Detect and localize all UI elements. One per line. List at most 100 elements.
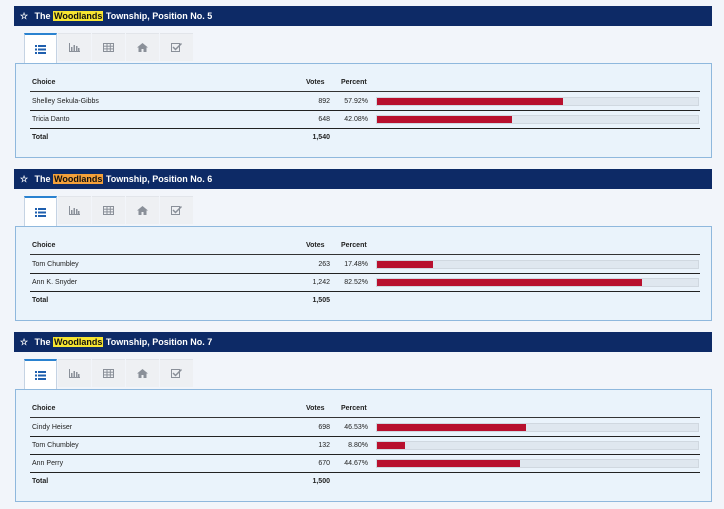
choice-votes: 1,242 (312, 279, 330, 286)
bar-chart-icon (69, 369, 80, 378)
choice-name: Tricia Danto (32, 116, 70, 123)
percent-bar-fill (377, 261, 434, 268)
choice-votes: 698 (318, 424, 330, 431)
title-suffix: Township, Position No. 7 (105, 337, 213, 347)
choice-votes: 132 (318, 442, 330, 449)
row-divider (30, 128, 700, 129)
tab-table[interactable] (92, 196, 125, 224)
title-prefix: The (34, 174, 51, 184)
percent-bar-fill (377, 98, 563, 105)
percent-bar-fill (377, 460, 521, 467)
choice-votes: 670 (318, 460, 330, 467)
percent-bar (376, 97, 699, 106)
view-tabs (24, 196, 712, 226)
row-divider (30, 436, 700, 437)
tab-table[interactable] (92, 33, 125, 61)
choice-votes: 648 (318, 116, 330, 123)
choice-percent: 8.80% (348, 442, 368, 449)
percent-bar (376, 459, 699, 468)
column-votes: Votes (306, 79, 325, 86)
tab-chart[interactable] (58, 33, 91, 61)
title-highlight: Woodlands (53, 337, 104, 347)
choice-name: Ann Perry (32, 460, 64, 467)
percent-bar-fill (377, 442, 406, 449)
percent-bar-fill (377, 424, 527, 431)
tab-list[interactable] (24, 359, 57, 389)
column-percent: Percent (341, 242, 367, 249)
total-label: Total (32, 134, 49, 141)
table-icon (103, 43, 114, 52)
choice-votes: 263 (318, 261, 330, 268)
bar-chart-icon (69, 43, 80, 52)
choice-percent: 44.67% (344, 460, 368, 467)
choice-percent: 17.48% (344, 261, 368, 268)
row-divider (30, 472, 700, 473)
choice-name: Shelley Sekula-Gibbs (32, 98, 99, 105)
list-icon (35, 207, 46, 217)
percent-bar-fill (377, 116, 513, 123)
total-votes: 1,500 (312, 478, 330, 485)
header-divider (30, 91, 700, 92)
title-prefix: The (34, 337, 51, 347)
column-votes: Votes (306, 405, 325, 412)
star-icon[interactable]: ☆ (20, 11, 29, 21)
tab-chart[interactable] (58, 359, 91, 387)
results-table: Choice Votes Percent Shelley Sekula-Gibb… (15, 63, 712, 158)
total-label: Total (32, 478, 49, 485)
results-table: Choice Votes Percent Cindy Heiser 698 46… (15, 389, 712, 502)
choice-name: Ann K. Snyder (32, 279, 78, 286)
column-percent: Percent (341, 79, 367, 86)
choice-percent: 42.08% (344, 116, 368, 123)
results-table: Choice Votes Percent Tom Chumbley 263 17… (15, 226, 712, 321)
table-icon (103, 206, 114, 215)
checkbox-icon (171, 206, 182, 215)
percent-bar (376, 423, 699, 432)
row-divider (30, 291, 700, 292)
star-icon[interactable]: ☆ (20, 337, 29, 347)
home-icon (137, 206, 148, 215)
checkbox-icon (171, 43, 182, 52)
tab-home[interactable] (126, 359, 159, 387)
percent-bar (376, 278, 699, 287)
column-choice: Choice (32, 79, 56, 86)
home-icon (137, 43, 148, 52)
tab-check[interactable] (160, 196, 193, 224)
race-position-7: ☆ The Woodlands Township, Position No. 7… (14, 332, 712, 502)
choice-name: Cindy Heiser (32, 424, 73, 431)
title-prefix: The (34, 11, 51, 21)
race-header: ☆ The Woodlands Township, Position No. 7 (14, 332, 712, 352)
choice-votes: 892 (318, 98, 330, 105)
title-suffix: Township, Position No. 6 (105, 174, 213, 184)
star-icon[interactable]: ☆ (20, 174, 29, 184)
choice-percent: 82.52% (344, 279, 368, 286)
race-header: ☆ The Woodlands Township, Position No. 5 (14, 6, 712, 26)
percent-bar (376, 115, 699, 124)
row-divider (30, 110, 700, 111)
tab-home[interactable] (126, 33, 159, 61)
tab-list[interactable] (24, 196, 57, 226)
tab-chart[interactable] (58, 196, 91, 224)
total-votes: 1,505 (312, 297, 330, 304)
column-choice: Choice (32, 242, 56, 249)
list-icon (35, 44, 46, 54)
total-votes: 1,540 (312, 134, 330, 141)
title-highlight: Woodlands (53, 11, 104, 21)
tab-table[interactable] (92, 359, 125, 387)
percent-bar (376, 441, 699, 450)
race-position-5: ☆ The Woodlands Township, Position No. 5… (14, 6, 712, 158)
column-choice: Choice (32, 405, 56, 412)
total-label: Total (32, 297, 49, 304)
tab-home[interactable] (126, 196, 159, 224)
tab-check[interactable] (160, 33, 193, 61)
choice-percent: 57.92% (344, 98, 368, 105)
tab-list[interactable] (24, 33, 57, 63)
list-icon (35, 370, 46, 380)
view-tabs (24, 359, 712, 389)
tab-check[interactable] (160, 359, 193, 387)
choice-name: Tom Chumbley (32, 442, 79, 449)
title-highlight: Woodlands (53, 174, 104, 184)
race-position-6: ☆ The Woodlands Township, Position No. 6… (14, 169, 712, 321)
column-votes: Votes (306, 242, 325, 249)
choice-percent: 46.53% (344, 424, 368, 431)
column-percent: Percent (341, 405, 367, 412)
